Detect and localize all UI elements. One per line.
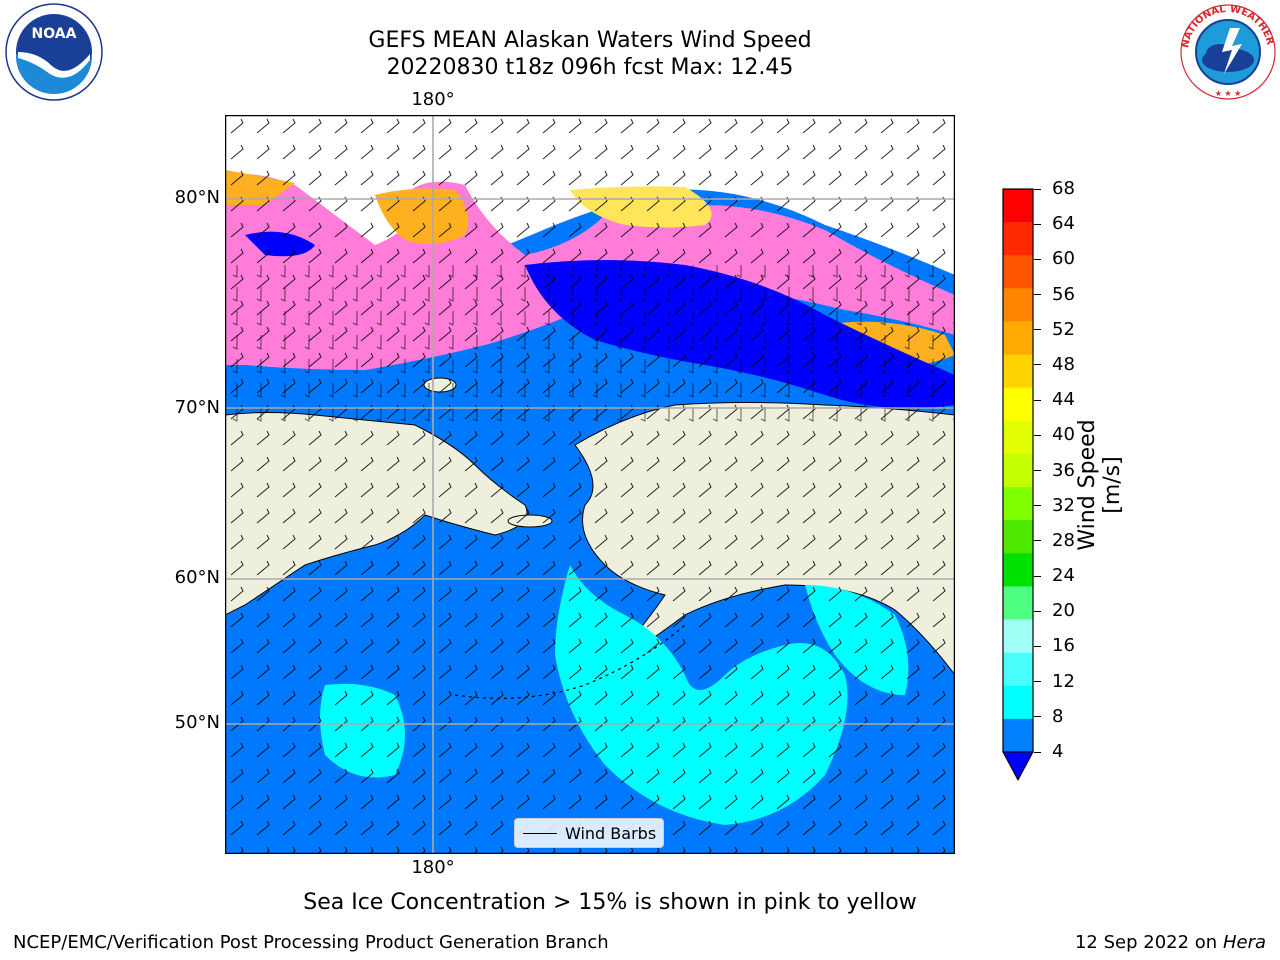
colorbar-tick-mark (1034, 258, 1041, 260)
colorbar-tick-label: 32 (1052, 494, 1075, 516)
colorbar-tick-label: 44 (1052, 389, 1075, 411)
colorbar-cell (1003, 288, 1033, 322)
chart-subtitle: 20220830 t18z 096h fcst Max: 12.45 (386, 55, 794, 80)
lon-label-bottom: 180° (411, 857, 455, 878)
colorbar-tick-label: 56 (1052, 283, 1075, 305)
lat-label-60: 60°N (174, 567, 220, 588)
colorbar-tick-mark (1034, 540, 1041, 542)
colorbar-tick-mark (1034, 716, 1041, 718)
colorbar-tick-mark (1034, 188, 1041, 190)
lat-label-70: 70°N (174, 397, 220, 418)
colorbar-tick-label: 8 (1052, 705, 1064, 727)
colorbar-tick-label: 68 (1052, 178, 1075, 199)
colorbar-tick-mark (1034, 505, 1041, 507)
colorbar-tick-label: 60 (1052, 248, 1075, 270)
colorbar-tick-label: 36 (1052, 459, 1075, 481)
colorbar-tick-mark (1034, 399, 1041, 401)
colorbar-tick-mark (1034, 434, 1041, 436)
colorbar-tick-mark (1034, 364, 1041, 366)
colorbar-tick-label: 24 (1052, 565, 1075, 587)
wind-barbs-legend: Wind Barbs (514, 818, 664, 848)
colorbar-cell (1003, 520, 1033, 554)
lon-label-top: 180° (411, 89, 455, 110)
lat-label-50: 50°N (174, 712, 220, 733)
legend-label: Wind Barbs (565, 823, 657, 843)
colorbar-cell (1003, 619, 1033, 653)
colorbar-cell (1003, 321, 1033, 355)
colorbar-tick-mark (1034, 329, 1041, 331)
colorbar-tick-mark (1034, 470, 1041, 471)
map-frame (225, 115, 955, 854)
colorbar-underflow (1002, 751, 1034, 782)
legend-line-icon (523, 832, 557, 834)
colorbar-cell (1003, 553, 1033, 587)
colorbar-cell (1003, 387, 1033, 422)
colorbar-cell (1003, 255, 1033, 289)
colorbar-label: Wind Speed [m/s] (1075, 419, 1125, 551)
colorbar-cell (1003, 652, 1033, 687)
svg-text:★ ★ ★: ★ ★ ★ (1215, 89, 1242, 98)
colorbar-tick-label: 40 (1052, 424, 1075, 446)
colorbar-cell (1003, 487, 1033, 521)
colorbar-cell (1003, 354, 1033, 389)
colorbar-tick-mark (1034, 681, 1041, 683)
footer-date: 12 Sep 2022 on Hera (1075, 932, 1266, 953)
colorbar-cell (1003, 420, 1033, 455)
noaa-logo: NOAA (5, 3, 103, 101)
noaa-logo-text: NOAA (32, 26, 77, 42)
wind-speed-map (225, 115, 955, 854)
colorbar-frame (1002, 188, 1034, 753)
colorbar-tick-label: 4 (1052, 741, 1064, 762)
colorbar-tick-mark (1034, 223, 1041, 225)
colorbar-tick-label: 20 (1052, 600, 1075, 622)
nws-logo: NATIONAL WEATHER SERVICE ★ ★ ★ (1178, 2, 1276, 100)
footer-credit: NCEP/EMC/Verification Post Processing Pr… (13, 932, 609, 953)
colorbar-tick-mark (1034, 751, 1041, 753)
colorbar-tick-mark (1034, 645, 1041, 647)
colorbar-tick-label: 28 (1052, 529, 1075, 551)
colorbar-cell (1003, 718, 1033, 753)
colorbar-cell (1003, 189, 1033, 223)
colorbar-tick-mark (1034, 575, 1041, 577)
colorbar-cell (1003, 453, 1033, 488)
colorbar-tick-label: 48 (1052, 353, 1075, 375)
colorbar-tick-mark (1034, 610, 1041, 612)
colorbar-tick-mark (1034, 294, 1041, 296)
colorbar-tick-label: 52 (1052, 318, 1075, 340)
colorbar-cell (1003, 685, 1033, 720)
colorbar-cell (1003, 586, 1033, 620)
colorbar-tick-label: 16 (1052, 635, 1075, 657)
footer-date-text: 12 Sep 2022 on (1074, 932, 1218, 953)
lat-label-80: 80°N (174, 187, 220, 208)
wind-barbs (225, 115, 955, 854)
colorbar (1002, 188, 1034, 782)
chart-title: GEFS MEAN Alaskan Waters Wind Speed (368, 28, 812, 53)
footer-machine: Hera (1222, 932, 1266, 953)
colorbar-tick-label: 64 (1052, 213, 1075, 235)
colorbar-tick-label: 12 (1052, 670, 1075, 692)
sea-ice-note: Sea Ice Concentration > 15% is shown in … (303, 890, 917, 915)
colorbar-cell (1003, 222, 1033, 256)
